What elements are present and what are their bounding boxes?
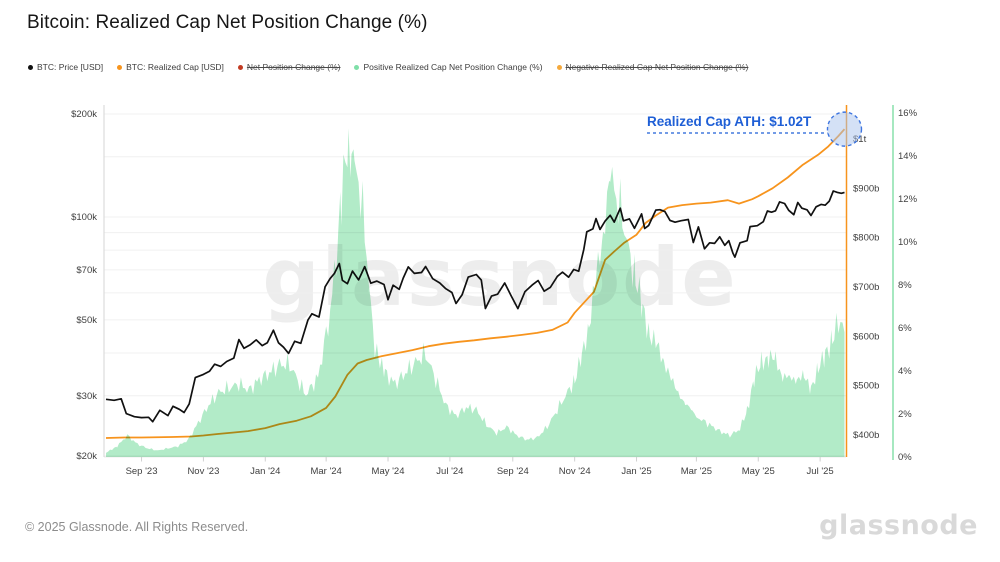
pct-axis-tick: 8% [898,280,912,291]
legend-dot-icon [28,64,33,70]
ath-annotation-label: Realized Cap ATH: $1.02T [647,114,812,129]
cap-axis-tick: $600b [853,331,879,342]
price-axis-tick: $100k [71,212,97,223]
cap-axis-tick: $1t [853,134,867,145]
price-axis-tick: $50k [76,315,97,326]
x-axis-tick: Nov '23 [187,466,219,477]
pct-axis-tick: 14% [898,151,918,162]
legend-dot-icon [354,64,360,70]
x-axis-tick: Jan '25 [621,466,651,477]
pct-axis-tick: 16% [898,108,918,119]
copyright-text: © 2025 Glassnode. All Rights Reserved. [25,520,249,534]
x-axis-tick: Jul '25 [807,466,834,477]
price-axis-tick: $70k [76,265,97,276]
x-axis-tick: May '24 [372,466,405,477]
x-axis-tick: Jan '24 [250,466,280,477]
chart-legend: BTC: Price [USD] BTC: Realized Cap [USD] N… [28,62,748,72]
price-axis-tick: $20k [76,451,97,462]
ath-highlight-circle [826,111,863,147]
x-axis-tick: Mar '24 [310,466,341,477]
legend-dot-icon [117,64,123,70]
price-axis-tick: $30k [76,391,97,402]
legend-item-0[interactable]: BTC: Price [USD] [28,62,103,72]
legend-item-1[interactable]: BTC: Realized Cap [USD] [117,62,224,72]
legend-dot-icon [556,64,562,70]
legend-item-4[interactable]: Negative Realized Cap Net Position Chang… [556,62,749,72]
pct-axis-tick: 2% [898,409,912,420]
cap-axis-tick: $900b [853,183,879,194]
pct-axis-tick: 6% [898,323,912,334]
x-axis-tick: Sep '23 [126,466,158,477]
pct-axis-tick: 10% [898,237,918,248]
x-axis-tick: May '25 [742,466,775,477]
legend-item-2[interactable]: Net Position Change (%) [237,62,341,72]
cap-axis-tick: $500b [853,381,879,392]
page-title: Bitcoin: Realized Cap Net Position Chang… [27,12,428,33]
x-axis-tick: Sep '24 [497,466,529,477]
price-axis-tick: $200k [71,109,97,120]
btc-price-line-series [105,190,845,423]
legend-label: Positive Realized Cap Net Position Chang… [363,62,543,72]
pct-axis-tick: 4% [898,366,912,377]
x-axis-tick: Jul '24 [436,466,463,477]
legend-label: BTC: Price [USD] [37,62,104,72]
pct-axis-tick: 12% [898,194,918,205]
pct-axis-tick: 0% [898,452,912,463]
x-axis-tick: Nov '24 [559,466,591,477]
glassnode-logo: glassnode [819,510,978,541]
legend-label: Negative Realized Cap Net Position Chang… [565,62,749,72]
cap-axis-tick: $800b [853,233,879,244]
cap-axis-tick: $700b [853,282,879,293]
positive-net-position-area-series [106,128,845,457]
x-axis-tick: Mar '25 [681,466,712,477]
cap-axis-tick: $400b [853,430,879,441]
legend-dot-icon [237,64,243,70]
legend-label: Net Position Change (%) [246,62,341,72]
legend-item-3[interactable]: Positive Realized Cap Net Position Chang… [354,62,543,72]
legend-label: BTC: Realized Cap [USD] [126,62,224,72]
